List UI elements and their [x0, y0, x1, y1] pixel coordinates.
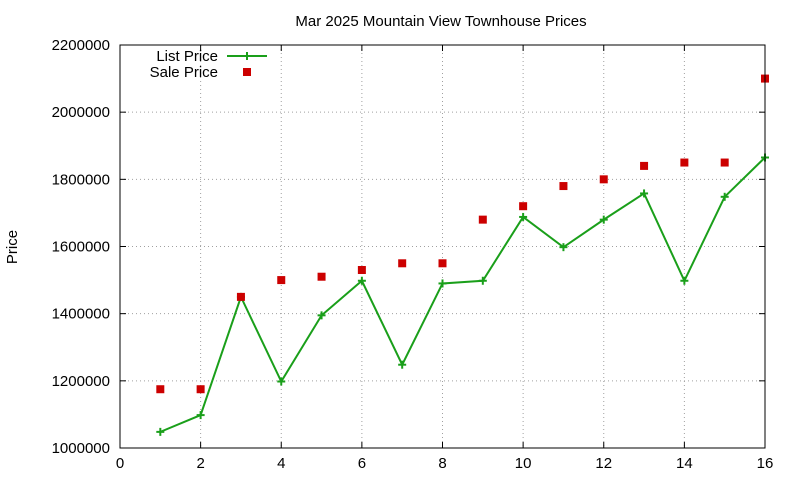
x-tick-label: 10: [515, 455, 532, 472]
x-tick-label: 2: [196, 455, 204, 472]
list-price-point: [398, 360, 407, 369]
list-price-point: [317, 311, 326, 320]
list-price-line: [159, 156, 766, 433]
series-list-price: [156, 153, 769, 436]
sale-price-point: [640, 161, 649, 170]
sale-price-point: [317, 272, 326, 281]
legend-plus-marker: [243, 52, 251, 60]
chart-title: Mar 2025 Mountain View Townhouse Prices: [295, 13, 586, 30]
list-price-point: [438, 279, 447, 288]
list-price-point: [196, 411, 205, 420]
list-price-point: [599, 215, 608, 224]
sale-price-point: [599, 175, 608, 184]
sale-price-point: [196, 385, 205, 394]
y-tick-label: 2200000: [52, 37, 110, 54]
x-tick-label: 6: [358, 455, 366, 472]
legend-label: List Price: [156, 48, 218, 65]
x-tick-label: 16: [757, 455, 774, 472]
plot-series: [156, 74, 769, 436]
list-price-point: [720, 192, 729, 201]
y-tick-label: 1000000: [52, 440, 110, 457]
sale-price-point: [680, 158, 689, 167]
list-price-point: [357, 276, 366, 285]
sale-price-point: [720, 158, 729, 167]
axis-ticks: 0 2 4 6 8 10 12 14 16 1000000 1200000 1400000 160000…: [52, 37, 774, 472]
list-price-point: [156, 427, 165, 436]
sale-price-point: [236, 292, 245, 301]
sale-price-point: [519, 202, 528, 211]
list-price-point: [478, 276, 487, 285]
sale-price-point: [156, 385, 165, 394]
legend-label: Sale Price: [150, 64, 218, 81]
y-tick-label: 1400000: [52, 306, 110, 323]
x-tick-label: 4: [277, 455, 285, 472]
list-price-point: [680, 276, 689, 285]
sale-price-point: [478, 215, 487, 224]
x-tick-label: 8: [438, 455, 446, 472]
plot-frame: [119, 44, 766, 449]
sale-price-point: [559, 182, 568, 191]
legend-square-marker: [243, 68, 251, 76]
list-price-point: [519, 212, 528, 221]
x-tick-label: 12: [595, 455, 612, 472]
sale-price-point: [277, 276, 286, 285]
y-axis-label: Price: [4, 230, 21, 264]
y-tick-label: 1800000: [52, 171, 110, 188]
x-tick-label: 14: [676, 455, 693, 472]
list-price-point: [640, 189, 649, 198]
sale-price-point: [357, 266, 366, 275]
series-sale-price: [156, 74, 769, 394]
y-tick-label: 1200000: [52, 373, 110, 390]
y-tick-label: 1600000: [52, 239, 110, 256]
y-tick-label: 2000000: [52, 104, 110, 121]
list-price-point: [559, 243, 568, 252]
x-tick-label: 0: [116, 455, 124, 472]
sale-price-point: [438, 259, 447, 268]
sale-price-point: [398, 259, 407, 268]
list-price-point: [277, 377, 286, 386]
